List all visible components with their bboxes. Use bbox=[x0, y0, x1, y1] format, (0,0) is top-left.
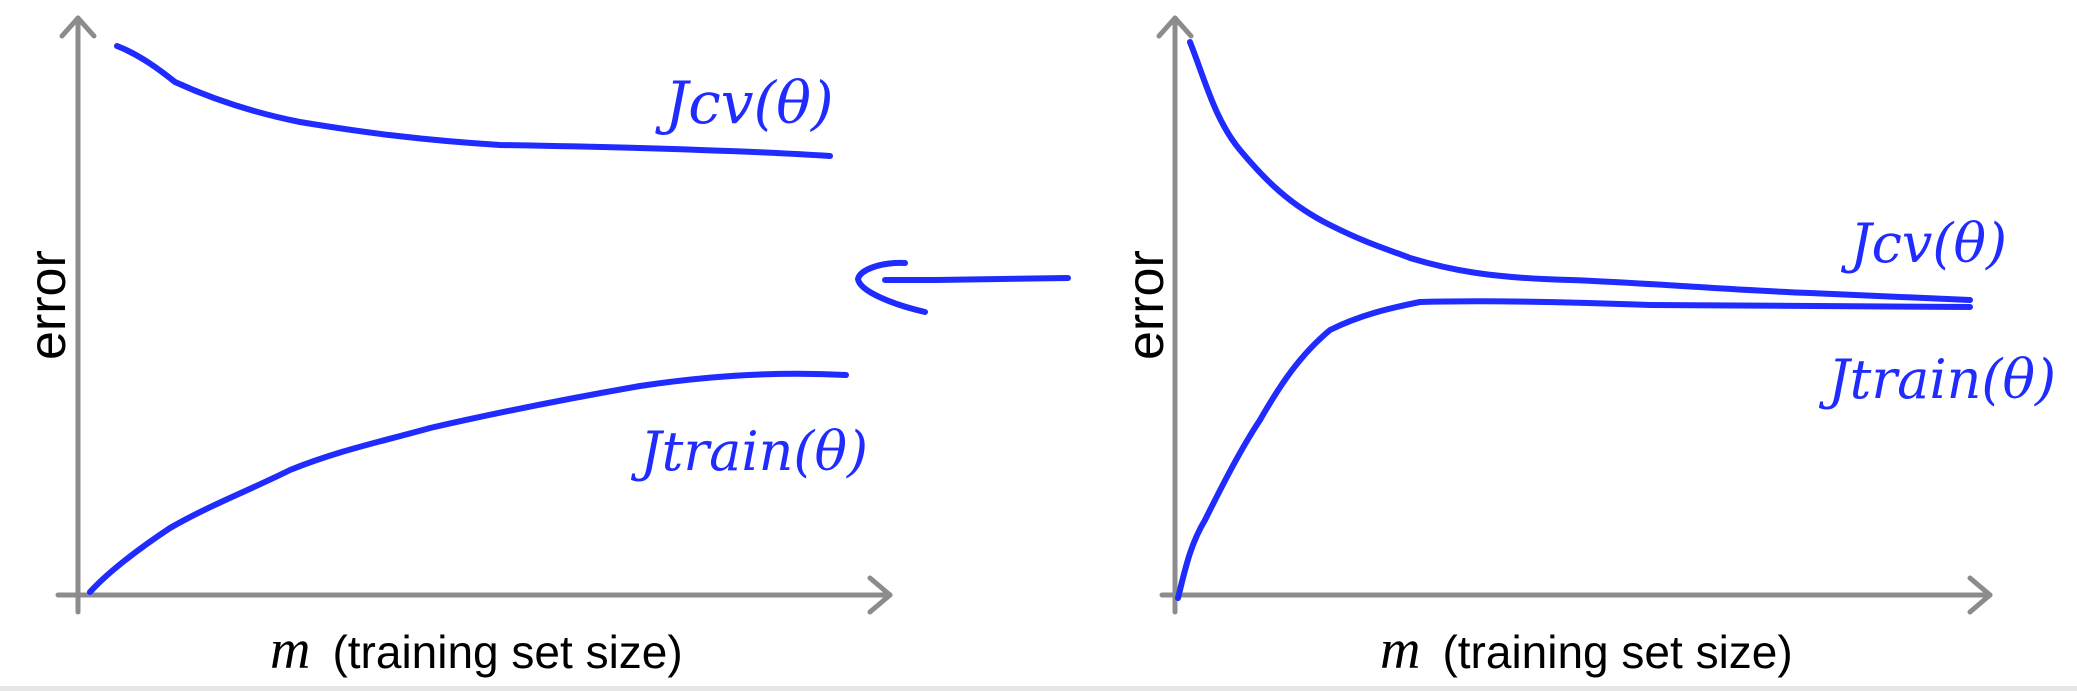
left-jcv-label-text: Jcv(θ) bbox=[655, 69, 834, 137]
right-plot: Jcv(θ) Jtrain(θ) bbox=[1156, 15, 2056, 615]
right-jtrain-label-text: Jtrain(θ) bbox=[1818, 348, 2056, 411]
right-y-axis-label: error bbox=[1117, 250, 1175, 360]
left-y-axis-label: error bbox=[19, 250, 77, 360]
left-y-axis-arrowhead bbox=[59, 15, 97, 39]
right-x-axis-arrowhead bbox=[1967, 575, 1993, 615]
right-learning-curve-panel: Jcv(θ) Jtrain(θ) error m (training set si… bbox=[1090, 0, 2077, 691]
left-jcv-curve bbox=[114, 43, 833, 159]
left-x-axis-label: m (training set size) bbox=[270, 618, 683, 682]
left-x-axis-arrowhead bbox=[867, 575, 893, 615]
right-x-axis-text: (training set size) bbox=[1442, 626, 1793, 678]
left-jtrain-curve bbox=[87, 370, 849, 595]
right-y-axis-arrowhead bbox=[1156, 15, 1194, 39]
right-jcv-label-text: Jcv(θ) bbox=[1840, 212, 2007, 275]
left-jcv-handwritten-label: Jcv(θ) bbox=[655, 69, 834, 137]
left-x-axis-text: (training set size) bbox=[332, 626, 683, 678]
left-jtrain-label-text: Jtrain(θ) bbox=[630, 420, 868, 483]
right-x-axis-label: m (training set size) bbox=[1380, 618, 1793, 682]
right-jtrain-handwritten-label: Jtrain(θ) bbox=[1818, 348, 2056, 411]
left-jtrain-handwritten-label: Jtrain(θ) bbox=[630, 420, 868, 483]
bottom-divider bbox=[0, 686, 2077, 691]
left-arrow-icon bbox=[855, 259, 1071, 315]
left-x-axis-variable: m bbox=[270, 619, 311, 681]
left-plot: Jcv(θ) Jtrain(θ) bbox=[55, 15, 1071, 615]
right-jtrain-curve bbox=[1175, 298, 1973, 601]
left-learning-curve-panel: Jcv(θ) Jtrain(θ) error m (training set si… bbox=[0, 0, 1071, 691]
right-jcv-handwritten-label: Jcv(θ) bbox=[1840, 212, 2007, 275]
right-x-axis-variable: m bbox=[1380, 619, 1421, 681]
right-jcv-curve bbox=[1187, 39, 1973, 303]
